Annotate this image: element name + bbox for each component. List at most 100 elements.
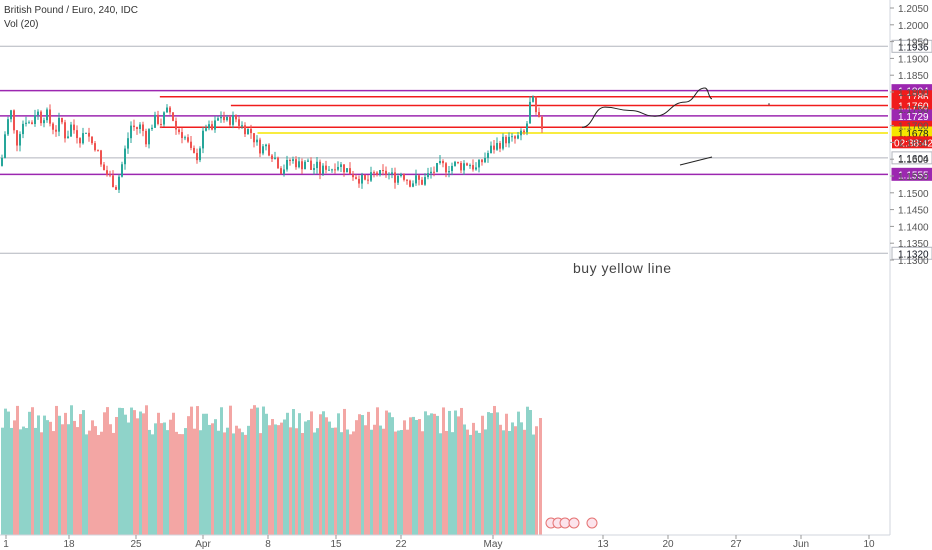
candle-body (469, 165, 471, 167)
candle-body (517, 135, 519, 139)
candle-body (73, 124, 75, 131)
time-tick-label: Jun (793, 539, 809, 550)
candle-body (76, 130, 78, 139)
volume-bar (256, 407, 259, 535)
volume-bar (166, 430, 169, 535)
volume-bar (406, 429, 409, 535)
candle-body (85, 132, 87, 134)
volume-bar (391, 417, 394, 535)
candle-body (508, 136, 510, 144)
volume-bar (451, 432, 454, 535)
candle-body (280, 168, 282, 174)
candle-body (265, 144, 267, 147)
candle-body (64, 122, 66, 139)
volume-bar (73, 420, 76, 535)
candle-body (232, 115, 234, 125)
candle-body (247, 128, 249, 135)
candle-body (493, 145, 495, 150)
volume-bar (28, 411, 31, 535)
price-tick-label: 1.1300 (898, 256, 929, 267)
volume-bar (454, 410, 457, 535)
level-label-text: 1.1936 (898, 42, 929, 53)
candle-body (304, 161, 306, 170)
volume-bar (388, 412, 391, 535)
volume-bar (1, 427, 4, 535)
candle-body (259, 139, 261, 154)
candle-body (223, 116, 225, 121)
horizontal-levels[interactable]: 1.19361.18041.17861.17601.17291.16951.16… (0, 39, 932, 260)
candle-body (343, 164, 345, 173)
candle-body (376, 172, 378, 175)
level-label-text: 1.1760 (898, 101, 929, 112)
volume-bar (310, 411, 313, 535)
volume-bar (91, 420, 94, 535)
volume-bar (460, 407, 463, 535)
volume-bar (229, 405, 232, 535)
candle-body (430, 171, 432, 174)
annotation-text[interactable]: buy yellow line (573, 260, 672, 276)
candle-body (541, 116, 543, 130)
volume-bar (31, 407, 34, 535)
candle-body (61, 117, 63, 123)
candle-body (130, 125, 132, 139)
candle-body (55, 129, 57, 132)
candle-body (106, 170, 108, 175)
candle-body (532, 96, 534, 102)
candle-body (133, 125, 135, 128)
candle-body (178, 129, 180, 133)
candle-body (124, 148, 126, 165)
candle-body (154, 114, 156, 128)
level-label-box (891, 167, 932, 181)
volume-bar (52, 431, 55, 535)
candle-body (109, 174, 111, 176)
volume-bar (442, 407, 445, 535)
candle-body (199, 148, 201, 161)
volume-bar (412, 416, 415, 535)
candle-body (403, 174, 405, 180)
level-price-label: 1.1936 (891, 39, 932, 53)
candle-body (292, 159, 294, 161)
candle-body (13, 110, 15, 131)
candle-body (148, 129, 150, 145)
candle-body (88, 132, 90, 137)
volume-bar (337, 413, 340, 535)
volume-bar (64, 412, 67, 535)
level-label-text: 1.1729 (898, 112, 929, 123)
candle-body (118, 176, 120, 190)
price-tick-label: 1.1600 (898, 155, 929, 166)
volume-bar (376, 407, 379, 535)
price-axis[interactable]: 1.20501.20001.19501.19001.18501.18001.17… (889, 0, 929, 535)
volume-bar (187, 416, 190, 535)
symbol-title[interactable]: British Pound / Euro, 240, IDC (4, 5, 138, 16)
volume-bar (427, 415, 430, 535)
volume-bar (319, 414, 322, 535)
volume-bar (286, 412, 289, 535)
time-tick-label: 1 (3, 539, 9, 550)
volume-bar (385, 410, 388, 535)
volume-bar (367, 411, 370, 535)
candle-body (52, 123, 54, 130)
time-tick-label: 10 (863, 539, 875, 550)
volume-bar (211, 423, 214, 535)
drawings[interactable] (545, 87, 770, 529)
candle-body (520, 130, 522, 136)
candle-body (442, 160, 444, 164)
level-label-text: 1.1786 (898, 93, 929, 104)
candle-body (34, 115, 36, 124)
candle-body (418, 175, 420, 180)
volume-bar (175, 431, 178, 535)
volume-bar (4, 408, 7, 535)
candle-body (505, 136, 507, 144)
candle-body (136, 127, 138, 129)
volume-indicator-label[interactable]: Vol (20) (4, 19, 39, 30)
candle-body (286, 159, 288, 170)
time-axis[interactable]: 1 18 25 Apr 8 15 22 May 13 20 27 Jun 10 (0, 534, 890, 550)
volume-bar (463, 424, 466, 535)
candle-body (388, 173, 390, 175)
candle-body (256, 139, 258, 143)
price-tick-label: 1.1850 (898, 71, 929, 82)
candle-body (349, 168, 351, 175)
volume-bar (274, 424, 277, 535)
volume-bar (106, 407, 109, 535)
